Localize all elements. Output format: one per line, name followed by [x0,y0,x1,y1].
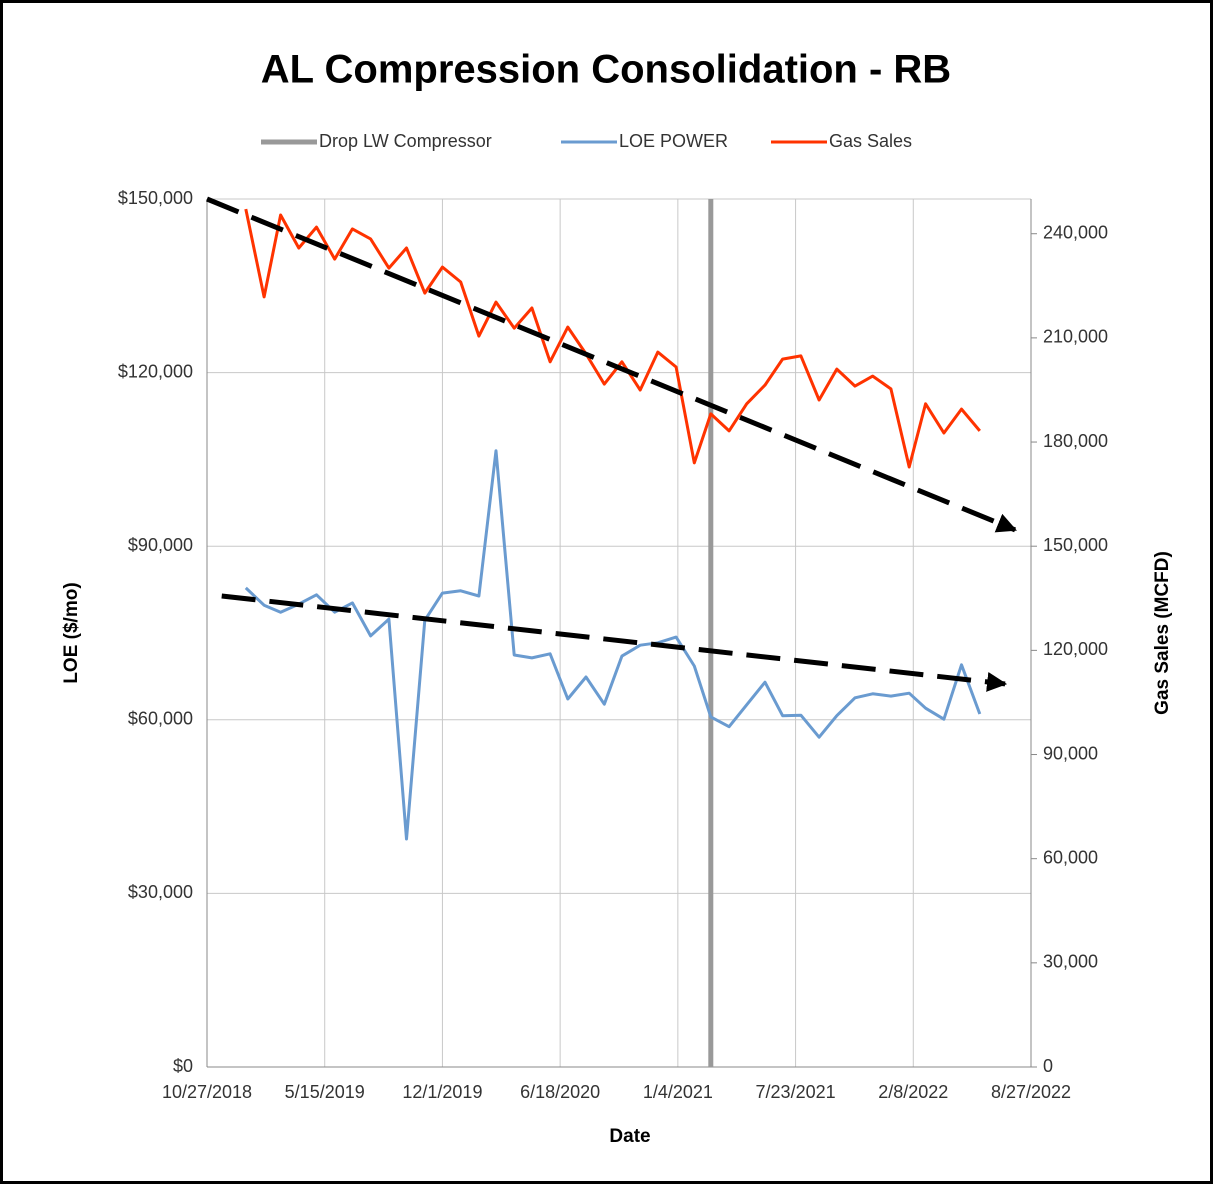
y2-tick-label: 240,000 [1043,222,1108,242]
trend-arrow [206,196,1017,533]
y2-tick-label: 90,000 [1043,743,1098,763]
y2-tick-label: 60,000 [1043,847,1098,867]
y2-tick-label: 150,000 [1043,535,1108,555]
y2-tick-label: 30,000 [1043,952,1098,972]
y2-tick-label: 0 [1043,1056,1053,1076]
legend-label: Gas Sales [829,131,912,151]
x-tick-label: 7/23/2021 [756,1082,836,1102]
legend-label: Drop LW Compressor [319,131,492,151]
y-tick-label: $90,000 [128,535,193,555]
x-tick-label: 12/1/2019 [402,1082,482,1102]
series-line [244,208,981,469]
y2-axis-label: Gas Sales (MCFD) [1152,551,1173,715]
y2-tick-label: 210,000 [1043,327,1108,347]
y2-tick-label: 120,000 [1043,639,1108,659]
x-tick-label: 8/27/2022 [991,1082,1071,1102]
legend-label: LOE POWER [619,131,728,151]
x-tick-label: 1/4/2021 [643,1082,713,1102]
y-tick-label: $0 [173,1056,193,1076]
trend-arrow [221,593,1008,692]
x-axis-label: Date [609,1126,650,1147]
x-tick-label: 5/15/2019 [285,1082,365,1102]
x-tick-label: 6/18/2020 [520,1082,600,1102]
y-tick-label: $60,000 [128,709,193,729]
y-tick-label: $120,000 [118,361,193,381]
y2-tick-label: 180,000 [1043,431,1108,451]
x-tick-label: 2/8/2022 [878,1082,948,1102]
series-line [244,449,982,841]
y-axis-label: LOE ($/mo) [61,582,82,683]
x-tick-label: 10/27/2018 [162,1082,252,1102]
y-tick-label: $30,000 [128,882,193,902]
chart-title: AL Compression Consolidation - RB [261,48,951,92]
y-tick-label: $150,000 [118,188,193,208]
